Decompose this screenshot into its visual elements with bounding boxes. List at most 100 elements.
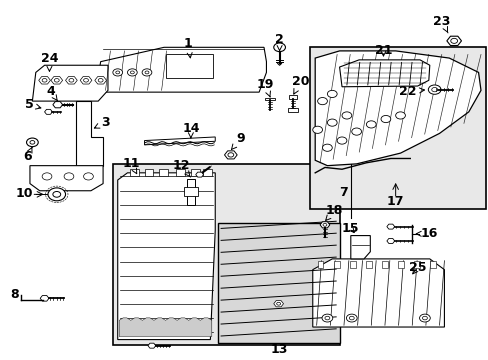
Circle shape [30,140,35,144]
Polygon shape [446,36,461,45]
Bar [429,261,435,268]
Circle shape [42,173,52,180]
Polygon shape [350,235,369,259]
Text: 23: 23 [432,15,450,33]
Bar [333,261,339,268]
Polygon shape [65,77,77,84]
Bar [144,169,153,176]
Polygon shape [39,77,50,84]
Circle shape [422,316,427,320]
Polygon shape [53,102,62,108]
Circle shape [53,192,61,197]
Circle shape [431,87,437,92]
Circle shape [127,69,137,76]
Polygon shape [40,296,49,301]
Circle shape [395,112,405,119]
Polygon shape [320,222,329,228]
Text: 17: 17 [386,195,404,208]
Polygon shape [339,60,429,87]
Text: 11: 11 [122,157,140,174]
Bar [203,169,211,176]
Text: 15: 15 [341,222,359,235]
Bar [166,54,212,78]
Polygon shape [30,166,103,191]
Circle shape [419,314,429,322]
Circle shape [450,39,457,43]
Bar [310,47,485,209]
Circle shape [276,302,280,305]
Circle shape [83,78,88,82]
Bar [176,169,184,176]
Polygon shape [80,77,92,84]
Bar [349,261,355,268]
Text: 10: 10 [15,187,33,200]
Text: 13: 13 [270,343,288,356]
Circle shape [327,119,336,126]
Bar [288,108,298,112]
Polygon shape [312,259,444,327]
Bar [397,261,403,268]
Bar [130,169,139,176]
Circle shape [42,78,47,82]
Text: 12: 12 [172,159,190,177]
Text: 3: 3 [94,116,110,129]
Circle shape [346,314,356,322]
Circle shape [98,78,103,82]
Text: 24: 24 [41,51,58,71]
Circle shape [69,78,74,82]
Circle shape [427,85,440,94]
Circle shape [366,121,375,128]
Bar [159,169,167,176]
Bar [183,187,197,196]
Circle shape [341,112,351,119]
Polygon shape [32,65,108,101]
Circle shape [116,71,120,74]
Polygon shape [51,77,62,84]
Circle shape [323,224,326,226]
Circle shape [273,43,285,51]
Circle shape [327,90,336,98]
Text: 1: 1 [183,37,192,58]
Circle shape [322,314,332,322]
Text: 9: 9 [231,132,244,149]
Text: 25: 25 [408,261,426,274]
Polygon shape [315,51,480,166]
Text: 7: 7 [339,186,347,199]
Circle shape [336,137,346,144]
Polygon shape [95,77,106,84]
Circle shape [64,173,74,180]
Circle shape [348,316,353,320]
Text: 4: 4 [46,85,57,100]
Bar [413,261,419,268]
Circle shape [227,153,233,157]
Circle shape [142,69,152,76]
Bar [381,261,387,268]
Bar [365,261,371,268]
Bar [317,261,323,268]
Circle shape [351,128,361,135]
Polygon shape [96,47,266,92]
Circle shape [54,78,59,82]
Circle shape [325,316,329,320]
Text: 5: 5 [24,98,41,111]
Bar [265,98,275,100]
Polygon shape [144,137,215,145]
Text: 21: 21 [374,44,391,57]
Circle shape [130,71,134,74]
Text: 6: 6 [23,147,32,163]
Text: 14: 14 [182,122,199,138]
Polygon shape [224,151,237,159]
Bar [113,164,339,345]
Circle shape [312,126,322,134]
Circle shape [322,144,331,151]
Circle shape [48,188,65,201]
Polygon shape [273,301,283,307]
Text: 18: 18 [325,204,343,220]
Polygon shape [76,101,103,166]
Text: 2: 2 [275,32,284,51]
Text: 8: 8 [10,288,19,301]
Bar [289,95,297,99]
Polygon shape [118,173,215,339]
Bar [186,179,194,205]
Text: 22: 22 [398,85,424,98]
